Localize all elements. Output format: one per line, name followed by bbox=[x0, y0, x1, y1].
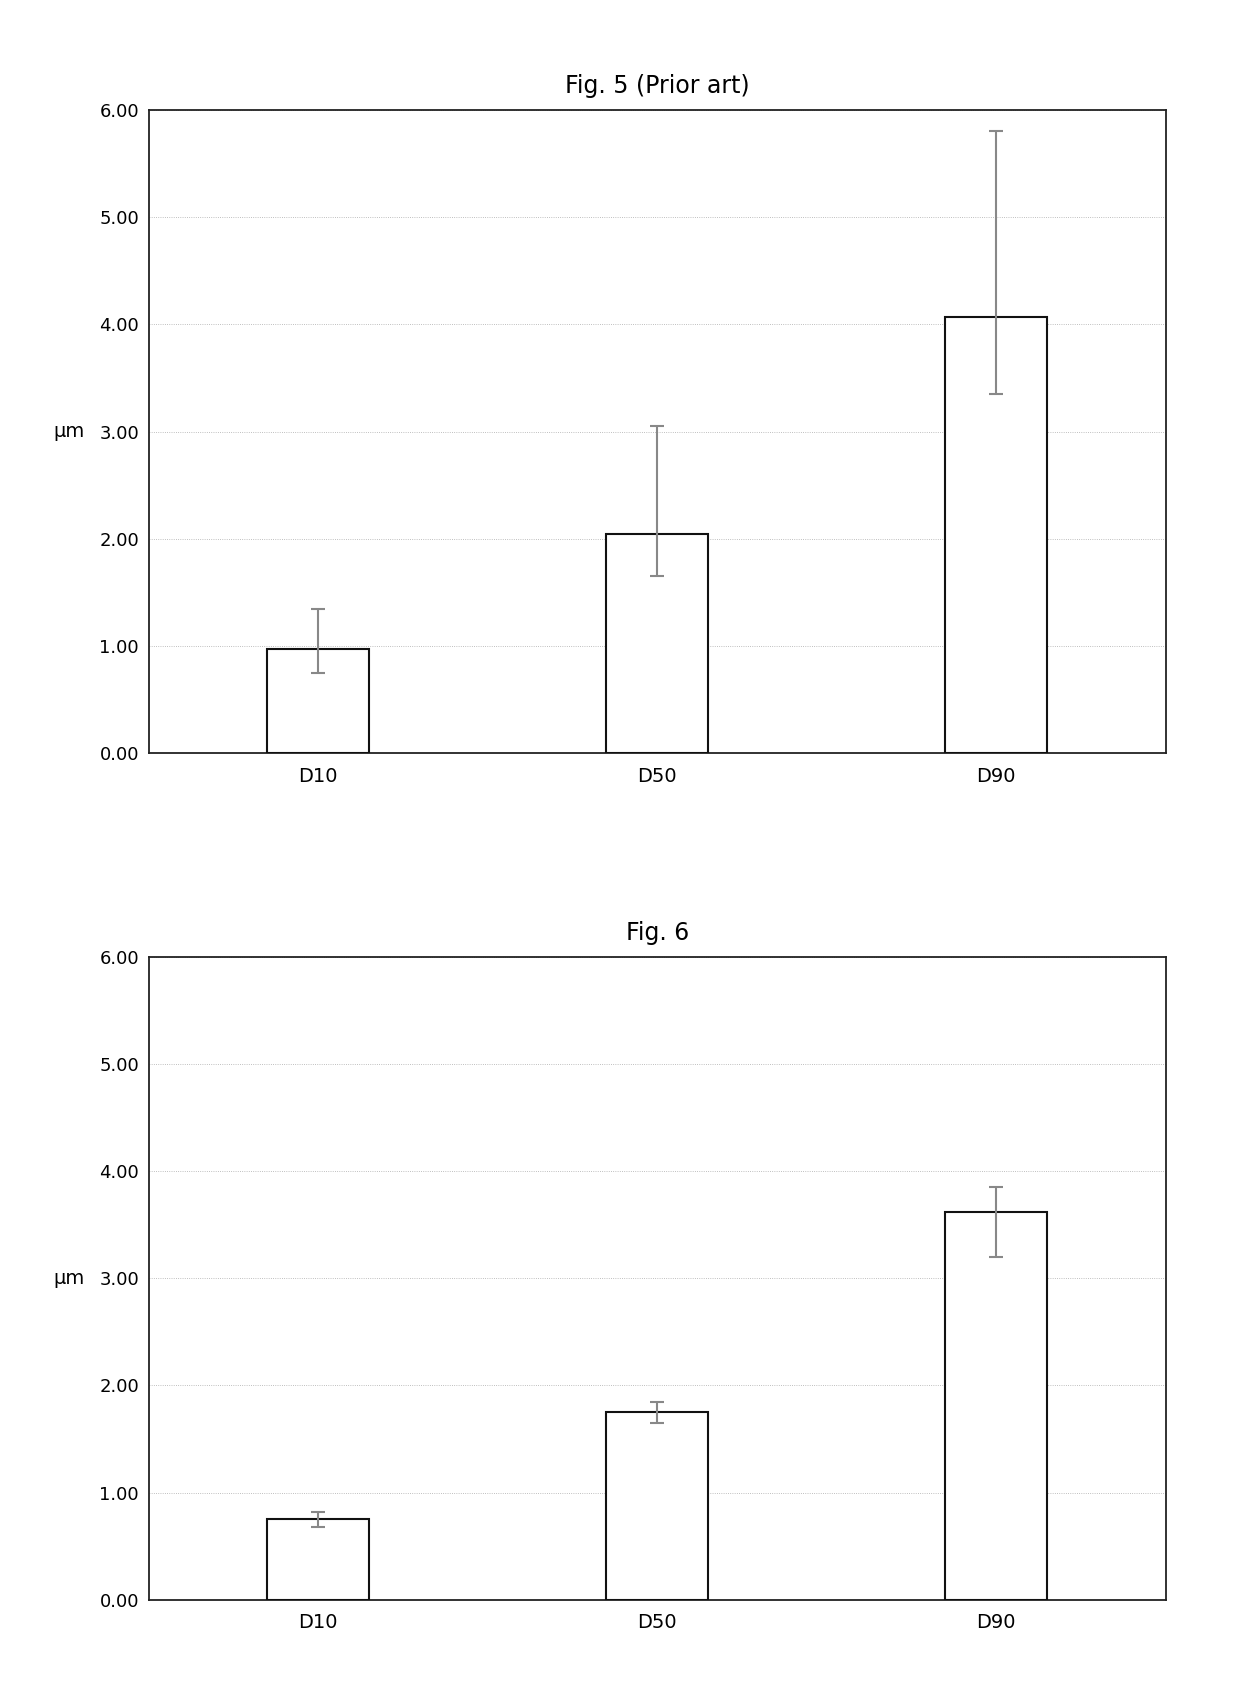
Bar bbox=[268, 650, 370, 753]
Y-axis label: μm: μm bbox=[53, 422, 84, 442]
Bar bbox=[606, 533, 708, 753]
Bar bbox=[268, 1520, 370, 1600]
Y-axis label: μm: μm bbox=[53, 1268, 84, 1288]
Title: Fig. 5 (Prior art): Fig. 5 (Prior art) bbox=[565, 74, 749, 98]
Bar bbox=[606, 1412, 708, 1600]
Title: Fig. 6: Fig. 6 bbox=[625, 921, 689, 945]
Bar bbox=[945, 1212, 1047, 1600]
Bar bbox=[945, 317, 1047, 753]
